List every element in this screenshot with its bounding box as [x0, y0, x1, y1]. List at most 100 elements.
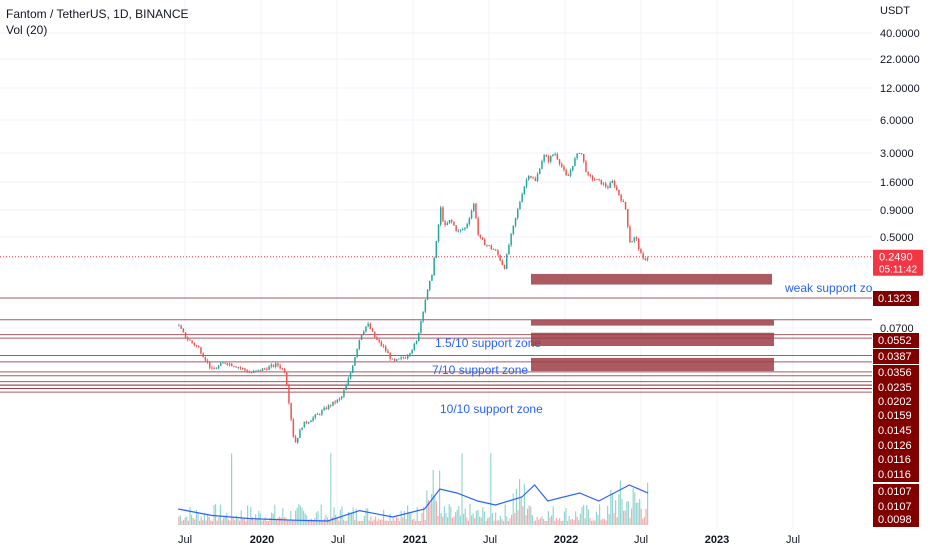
volume-bar: [231, 453, 233, 525]
candle-body: [400, 357, 402, 359]
candle-body: [248, 372, 251, 373]
level-badge-label: 0.0387: [878, 351, 912, 363]
candle-body: [270, 364, 273, 367]
volume-bar: [546, 520, 548, 525]
level-badge-label: 0.0235: [878, 382, 912, 394]
volume-bar: [181, 520, 183, 525]
volume-bar: [391, 520, 393, 525]
candle-body: [433, 257, 435, 276]
candle-body: [543, 155, 545, 162]
level-badge: [873, 484, 919, 499]
level-badge-label: 0.0116: [878, 469, 911, 481]
volume-bar: [413, 518, 415, 525]
candle-body: [596, 179, 598, 180]
volume-bar: [467, 520, 470, 525]
volume-bar: [351, 513, 353, 525]
volume-bar: [607, 505, 609, 525]
candle-body: [591, 175, 594, 180]
volume-bar: [535, 520, 537, 525]
volume-bar: [538, 519, 540, 525]
volume-bar: [389, 513, 391, 525]
volume-bar: [375, 516, 377, 525]
candle-body: [594, 179, 596, 181]
volume-bar: [245, 520, 247, 525]
candle-body: [644, 258, 647, 260]
candle-body: [299, 429, 301, 438]
volume-bar: [525, 515, 527, 525]
candle-body: [470, 210, 473, 219]
candle-body: [442, 207, 444, 222]
candle-body: [250, 372, 253, 374]
candle-body: [338, 398, 341, 400]
candle-body: [633, 237, 636, 242]
candle-body: [288, 385, 290, 404]
volume-bar: [477, 509, 479, 525]
volume-bar: [195, 510, 198, 525]
volume-bar: [579, 513, 582, 525]
candle-body: [376, 337, 378, 340]
volume-bar: [383, 509, 385, 525]
volume-bar: [200, 516, 202, 525]
volume-bar: [632, 488, 634, 525]
candle-body: [587, 171, 589, 175]
time-axis: Jul 2020 Jul 2021 Jul 2022 Jul 2023 Jul: [178, 534, 800, 546]
candle-body: [325, 407, 328, 410]
candle-body: [334, 401, 336, 403]
volume-bar: [418, 520, 420, 525]
volume-bar: [539, 518, 542, 525]
volume-bar: [480, 517, 482, 525]
volume-bar: [602, 518, 604, 525]
candle-body: [292, 419, 295, 437]
candle-body: [277, 363, 279, 366]
x-tick-label: Jul: [634, 534, 648, 546]
volume-bar: [549, 517, 551, 525]
candle-body: [327, 405, 330, 410]
level-badge: [873, 467, 919, 482]
x-tick-label: 2021: [403, 534, 427, 546]
volume-bar: [595, 511, 598, 525]
volume-bar: [395, 516, 398, 525]
level-badge-label: 0.0098: [878, 514, 912, 526]
volume-bar: [312, 520, 314, 525]
volume-bar: [251, 517, 254, 525]
volume-bar: [202, 520, 204, 525]
countdown-label: 05:11:42: [879, 265, 918, 276]
volume-bar: [379, 520, 382, 525]
volume-bar: [247, 505, 249, 525]
volume-bar: [373, 519, 375, 525]
candle-body: [389, 353, 391, 359]
x-tick-label: 2023: [705, 534, 729, 546]
candle-body: [484, 239, 486, 246]
volume-bar: [415, 520, 417, 525]
candle-body: [206, 360, 209, 363]
zone-label: 7/10 support zone: [432, 363, 528, 377]
volume-bar: [475, 510, 478, 525]
volume-bar: [615, 500, 617, 525]
candle-body: [565, 169, 567, 176]
volume-bar: [335, 514, 337, 525]
volume-bar: [605, 520, 607, 525]
volume-bar: [322, 520, 324, 525]
candle-body: [534, 178, 537, 181]
volume-bar: [232, 517, 234, 525]
candle-body: [455, 225, 457, 231]
candle-body: [354, 357, 356, 366]
volume-bar: [635, 502, 638, 525]
candle-body: [264, 368, 266, 370]
candle-body: [237, 367, 240, 368]
candle-body: [572, 166, 574, 171]
volume-bar: [583, 504, 585, 525]
candle-body: [574, 158, 576, 167]
candle-body: [605, 183, 607, 187]
y-tick-label: 0.9000: [880, 205, 914, 217]
candle-body: [255, 370, 257, 372]
candle-body: [246, 370, 248, 373]
candle-body: [226, 363, 229, 365]
candle-body: [347, 378, 350, 385]
volume-bar: [291, 520, 294, 525]
volume-bar: [304, 513, 306, 525]
volume-bar: [384, 520, 386, 525]
y-tick-label: 0.0700: [880, 323, 914, 335]
candle-body: [607, 186, 609, 188]
